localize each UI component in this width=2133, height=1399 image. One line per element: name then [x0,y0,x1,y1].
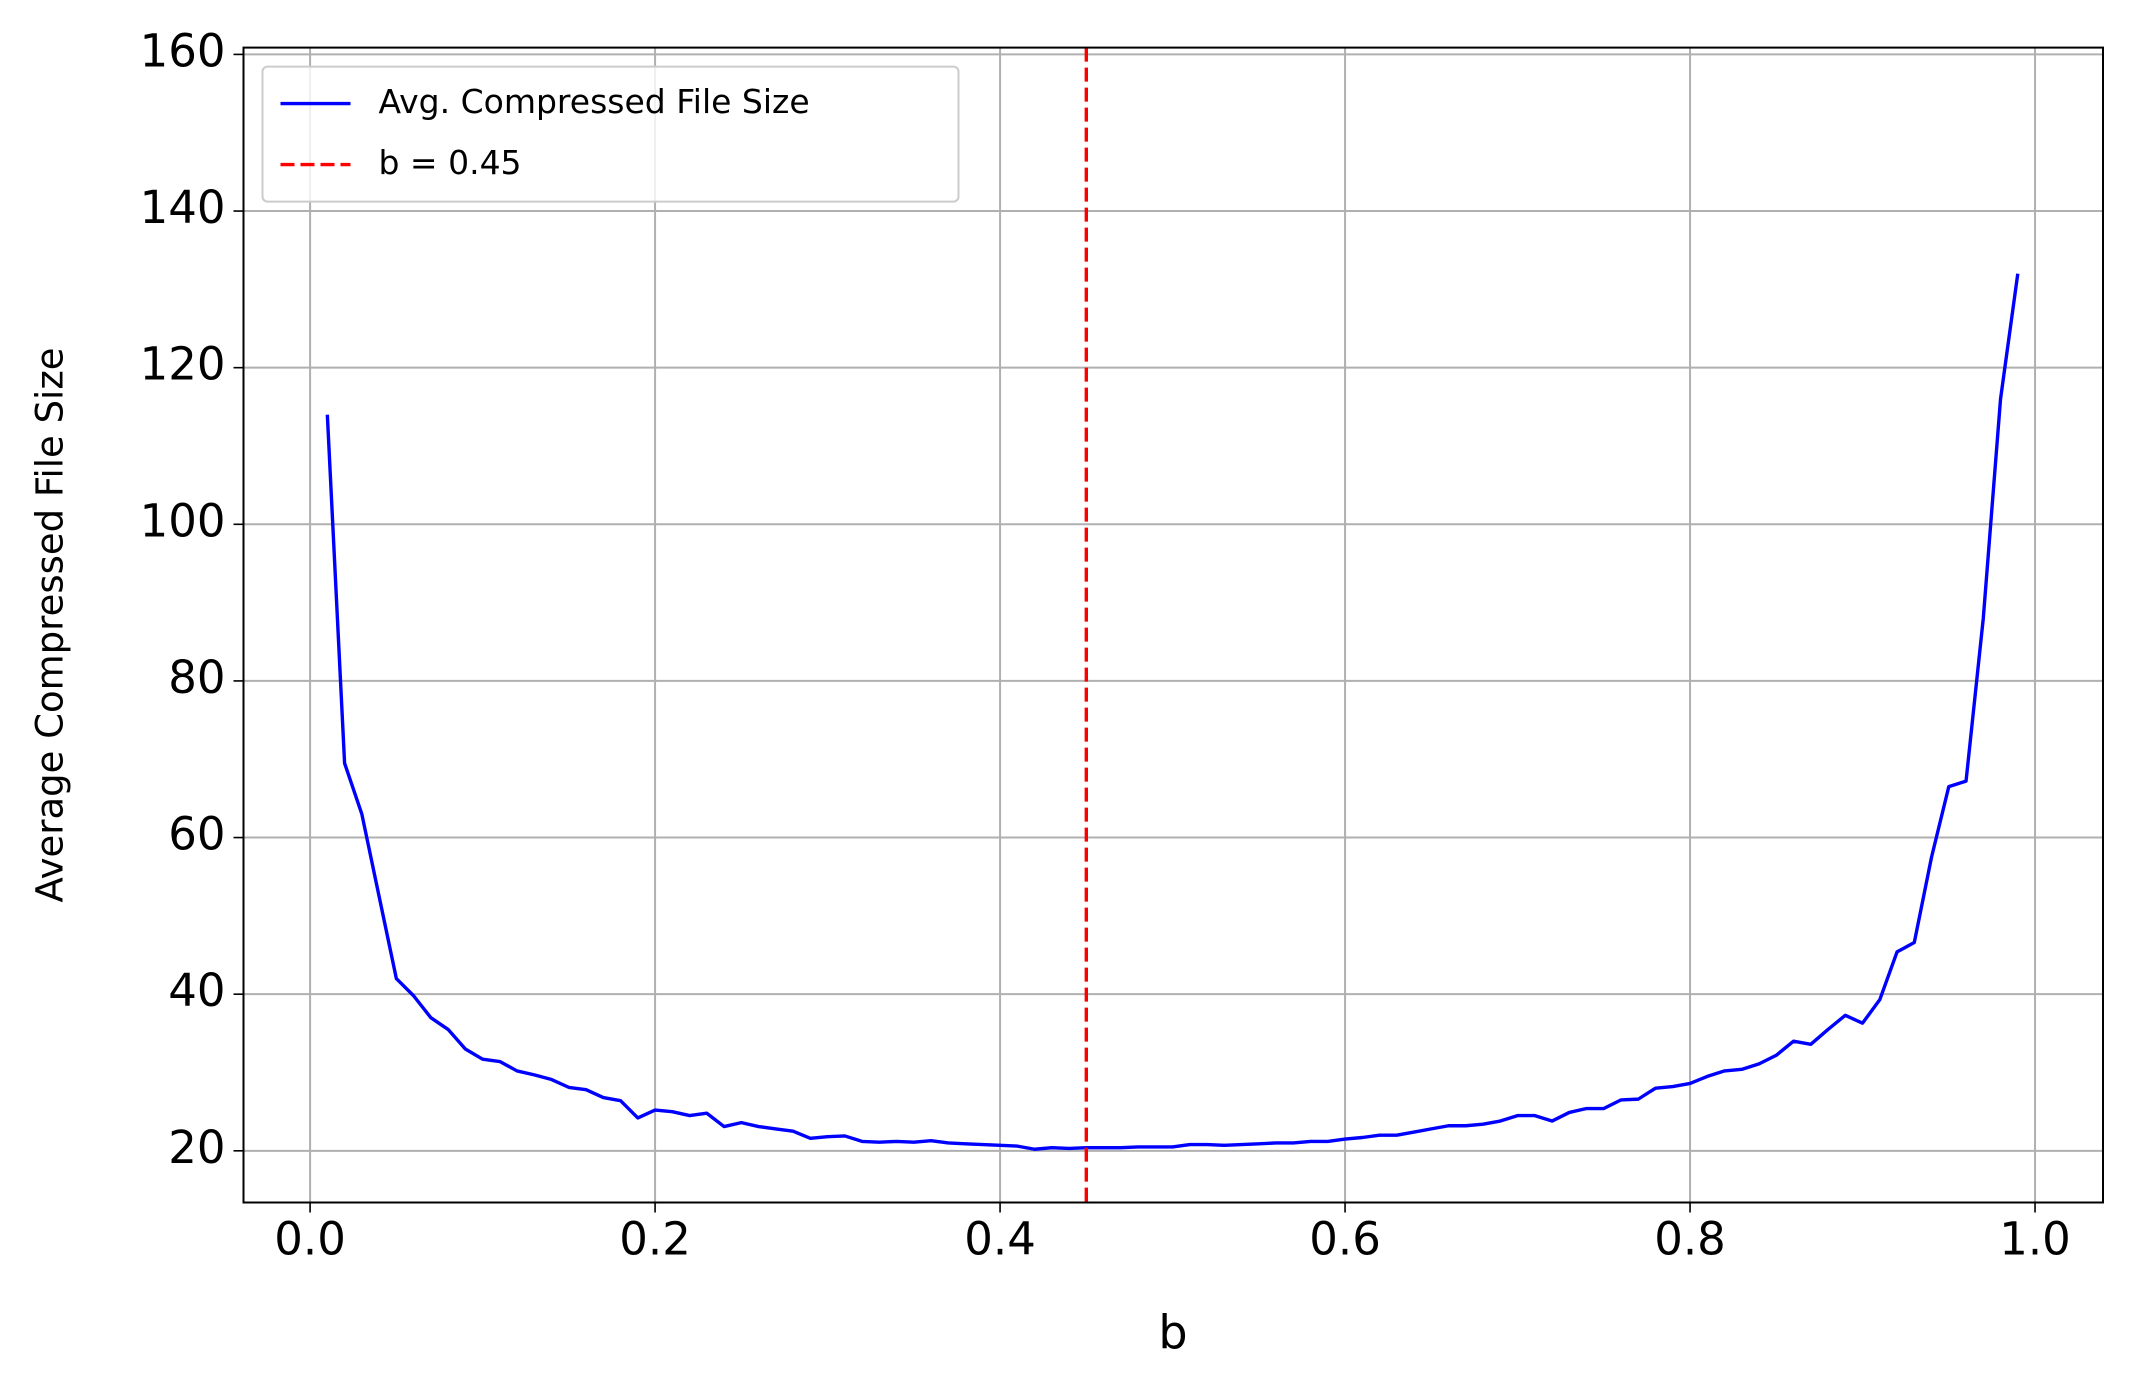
y-tick-label: 40 [168,964,225,1017]
legend: Avg. Compressed File Size b = 0.45 [261,65,960,203]
x-tick-label: 0.4 [964,1213,1036,1266]
x-tick-label: 0.2 [619,1213,691,1266]
y-tick-label: 80 [168,651,225,704]
y-tick-label: 160 [140,24,226,77]
x-tick-label: 0.8 [1654,1213,1726,1266]
plot-frame [242,46,2104,1204]
y-tick-label: 100 [140,494,226,547]
x-tick-label: 0.6 [1309,1213,1381,1266]
y-tick-label: 120 [140,338,226,391]
y-axis-label: Average Compressed File Size [29,347,72,902]
x-axis-label: b [1158,1306,1187,1360]
x-tick-label: 1.0 [1999,1213,2071,1266]
x-tick-label: 0.0 [274,1213,346,1266]
y-tick-label: 60 [168,808,225,861]
legend-box [261,65,960,203]
y-tick-label: 20 [168,1121,225,1174]
legend-label: Avg. Compressed File Size [379,82,810,121]
y-tick-label: 140 [140,181,226,234]
data-line [325,273,2020,1151]
legend-label: b = 0.45 [379,143,522,182]
